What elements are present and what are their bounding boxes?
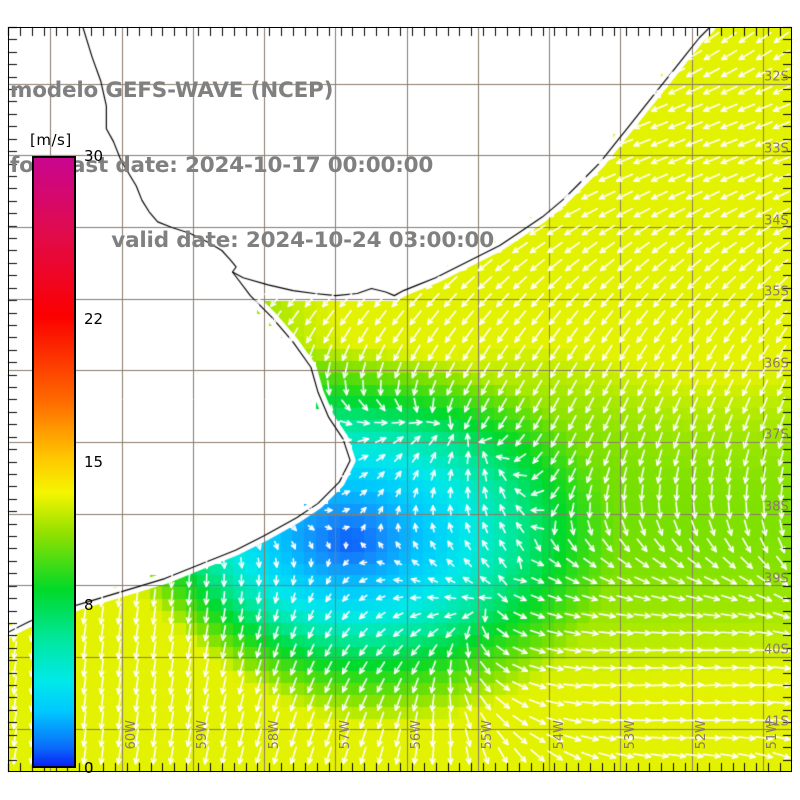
lon-label-55W: 55W [480, 720, 496, 750]
lat-label-38S: 38S [764, 499, 789, 515]
lat-label-32S: 32S [764, 69, 789, 85]
lon-label-51W: 51W [765, 720, 781, 750]
title-model-line: modelo GEFS-WAVE (NCEP) [10, 78, 334, 103]
colorbar-tick-0: 0 [84, 759, 94, 777]
lat-label-39S: 39S [764, 571, 789, 587]
lat-label-36S: 36S [764, 356, 789, 372]
lon-label-60W: 60W [124, 720, 140, 750]
lat-label-35S: 35S [764, 284, 789, 300]
lon-label-53W: 53W [622, 720, 638, 750]
lat-label-37S: 37S [764, 427, 789, 443]
lon-label-58W: 58W [266, 720, 282, 750]
figure-title: modelo GEFS-WAVE (NCEP) forecast date: 2… [8, 28, 518, 303]
lon-label-59W: 59W [195, 720, 211, 750]
lon-label-54W: 54W [551, 720, 567, 750]
title-valid-date: valid date: 2024-10-24 03:00:00 [111, 228, 494, 253]
lat-label-34S: 34S [764, 213, 789, 229]
colorbar-tick-15: 15 [84, 453, 104, 471]
colorbar-gradient[interactable] [32, 156, 76, 768]
colorbar-tick-30: 30 [84, 147, 104, 165]
lon-label-52W: 52W [694, 720, 710, 750]
colorbar-unit-label: [m/s] [30, 131, 72, 149]
lon-label-57W: 57W [337, 720, 353, 750]
colorbar-tick-8: 8 [84, 595, 94, 614]
lon-label-56W: 56W [409, 720, 425, 750]
colorbar-tick-22: 22 [84, 310, 104, 329]
lat-label-40S: 40S [764, 642, 789, 658]
lat-label-41S: 41S [764, 714, 789, 730]
lat-label-33S: 33S [764, 141, 789, 157]
